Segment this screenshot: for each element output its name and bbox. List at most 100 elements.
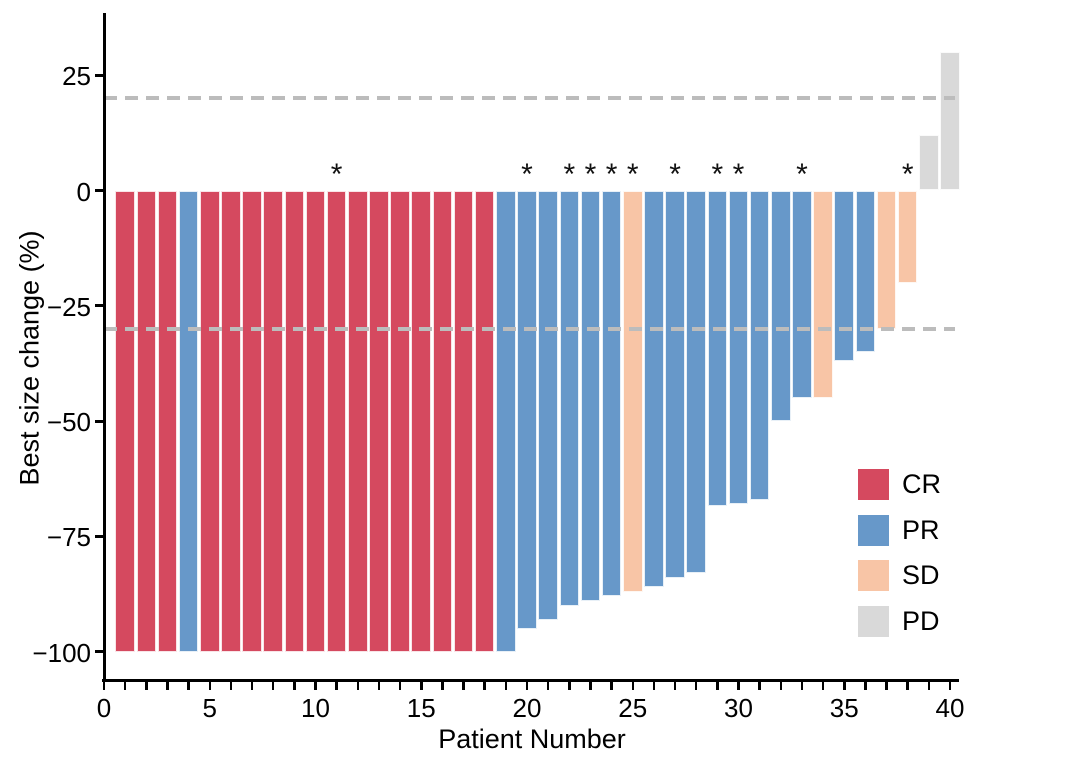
bar-patient-12: [348, 190, 368, 652]
bar-patient-37: [876, 190, 897, 329]
x-tick: [589, 682, 592, 690]
bar-patient-20: [517, 190, 537, 629]
x-tick: [102, 682, 106, 690]
legend-label-pr: PR: [902, 514, 940, 545]
asterisk-patient-22: *: [563, 158, 576, 191]
x-tick: [631, 682, 634, 690]
bar-patient-19: [496, 190, 516, 652]
bar-patient-26: [644, 190, 664, 588]
x-tick: [314, 682, 317, 690]
bar-patient-11: [326, 190, 347, 652]
x-tick: [546, 682, 550, 690]
bar-patient-10: [305, 190, 326, 652]
x-tick-label: 40: [935, 693, 965, 723]
legend-label-sd: SD: [902, 560, 940, 591]
bar-patient-13: [369, 190, 389, 652]
bar-patient-35: [834, 190, 855, 362]
x-tick: [568, 682, 571, 690]
bar-patient-4: [178, 190, 199, 652]
bar-patient-6: [221, 190, 241, 652]
x-tick: [843, 682, 846, 690]
x-tick: [716, 682, 719, 690]
y-tick-label: 25: [62, 61, 91, 92]
bar-patient-1: [115, 190, 135, 652]
x-tick-label: 30: [724, 693, 753, 723]
y-tick-label: −50: [46, 407, 91, 438]
y-tick-label: −75: [46, 522, 91, 553]
y-tick: [95, 189, 103, 192]
legend-swatch-pr: [858, 514, 889, 546]
x-tick: [145, 682, 148, 690]
bar-patient-30: [728, 190, 749, 505]
legend-label-pd: PD: [902, 605, 940, 636]
legend-swatch-sd: [858, 560, 889, 592]
bar-patient-24: [601, 190, 622, 597]
x-tick: [610, 682, 613, 690]
asterisk-patient-27: *: [669, 158, 681, 191]
y-tick: [95, 650, 103, 654]
x-tick: [462, 682, 465, 690]
reference-line-minus30: [104, 326, 955, 331]
x-tick: [821, 682, 825, 690]
x-tick: [864, 682, 867, 690]
bar-patient-38: [897, 190, 918, 283]
x-tick: [187, 682, 190, 690]
x-tick: [948, 682, 952, 690]
bar-patient-23: [580, 190, 601, 602]
bar-patient-2: [136, 190, 157, 652]
asterisk-patient-25: *: [626, 158, 639, 191]
asterisk-patient-24: *: [605, 158, 618, 191]
y-tick: [95, 73, 103, 77]
x-tick-label: 0: [96, 693, 112, 723]
bar-patient-27: [665, 190, 685, 578]
bar-patient-3: [157, 190, 178, 652]
bar-patient-14: [390, 190, 410, 652]
bar-patient-22: [559, 190, 580, 606]
bar-patient-7: [242, 190, 262, 652]
x-tick: [271, 682, 275, 690]
asterisk-patient-30: *: [732, 158, 745, 191]
x-tick: [779, 682, 783, 690]
x-tick: [927, 682, 931, 690]
x-tick: [166, 682, 169, 690]
x-tick: [483, 682, 486, 690]
x-tick: [737, 682, 740, 690]
x-axis-line: [102, 679, 959, 682]
y-tick-label: 0: [76, 176, 91, 207]
bar-patient-34: [813, 190, 833, 399]
x-tick: [525, 682, 529, 690]
reference-line-plus20: [104, 96, 955, 101]
bar-patient-18: [474, 190, 495, 652]
bar-patient-28: [686, 190, 706, 574]
legend-label-cr: CR: [902, 469, 941, 499]
y-tick: [95, 419, 103, 423]
x-tick: [441, 682, 444, 690]
x-tick: [229, 682, 233, 690]
x-tick: [398, 682, 402, 690]
bar-patient-32: [771, 190, 791, 422]
legend-swatch-cr: [858, 469, 889, 500]
asterisk-patient-11: *: [330, 158, 343, 191]
x-tick: [208, 682, 211, 690]
bar-patient-29: [707, 190, 728, 507]
y-tick-label: −25: [46, 291, 91, 322]
bar-patient-17: [453, 190, 474, 652]
x-axis-title: Patient Number: [438, 724, 626, 754]
bar-patient-25: [622, 190, 643, 592]
x-tick-label: 25: [618, 693, 648, 723]
x-tick-label: 20: [512, 693, 542, 723]
bar-patient-33: [792, 190, 812, 399]
asterisk-patient-23: *: [584, 158, 597, 191]
x-tick: [694, 682, 698, 690]
bar-patient-16: [432, 190, 453, 652]
asterisk-patient-33: *: [796, 158, 808, 191]
legend-swatch-pd: [858, 605, 889, 637]
x-tick: [335, 682, 338, 690]
bar-patient-9: [284, 190, 305, 652]
bar-patient-5: [199, 190, 220, 652]
x-tick: [885, 682, 888, 690]
x-tick: [356, 682, 360, 690]
x-tick-label: 35: [829, 693, 859, 723]
y-tick: [95, 534, 103, 538]
